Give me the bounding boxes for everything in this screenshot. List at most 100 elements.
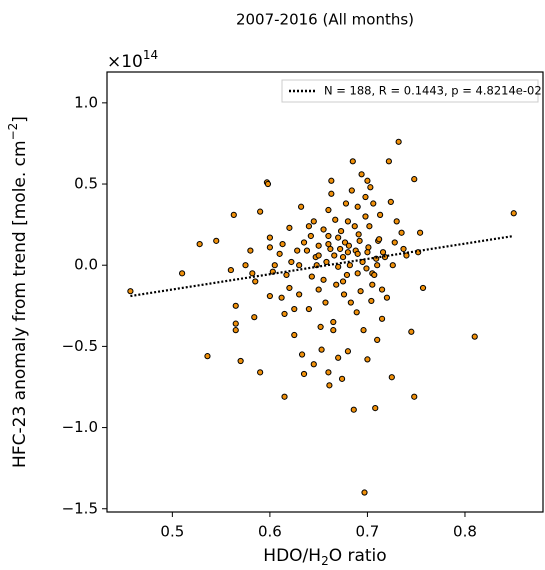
scatter-point bbox=[298, 351, 306, 358]
scatter-point bbox=[337, 228, 345, 235]
scatter-point bbox=[403, 252, 410, 259]
scatter-point bbox=[257, 369, 264, 376]
scatter-point bbox=[322, 299, 329, 306]
scatter-point bbox=[471, 333, 478, 340]
chart-title: 2007-2016 (All months) bbox=[236, 11, 414, 29]
scatter-point bbox=[335, 354, 342, 361]
scatter-point bbox=[286, 284, 293, 292]
scatter-point bbox=[257, 208, 264, 215]
scatter-point bbox=[417, 229, 424, 236]
scatter-point bbox=[367, 184, 374, 191]
y-tick-label: −0.5 bbox=[62, 337, 98, 355]
scatter-point bbox=[251, 314, 258, 321]
scatter-point bbox=[266, 234, 273, 241]
scatter-point bbox=[325, 232, 332, 240]
plot-frame bbox=[106, 71, 544, 513]
scatter-point bbox=[354, 203, 361, 210]
y-tick-label: −1.5 bbox=[62, 499, 98, 517]
scatter-point bbox=[179, 270, 186, 277]
scatter-point bbox=[300, 239, 308, 246]
scatter-point bbox=[362, 213, 369, 220]
scatter-point bbox=[310, 218, 317, 225]
scatter-point bbox=[318, 346, 325, 353]
scatter-point bbox=[279, 241, 286, 248]
legend-label: N = 188, R = 0.1443, p = 4.8214e-02 bbox=[324, 84, 542, 98]
scatter-point bbox=[339, 278, 347, 285]
scatter-point bbox=[347, 299, 354, 306]
scatter-point bbox=[331, 252, 338, 259]
scatter-point bbox=[303, 247, 311, 254]
scatter-point bbox=[408, 328, 415, 335]
scatter-point bbox=[247, 247, 254, 254]
scatter-point bbox=[330, 318, 337, 326]
scatter-point bbox=[204, 353, 211, 360]
scatter-point bbox=[355, 231, 362, 238]
scatter-point bbox=[366, 223, 373, 230]
scatter-point bbox=[296, 262, 303, 269]
offset-base: ×10 bbox=[107, 52, 143, 72]
scatter-point bbox=[252, 278, 259, 285]
scatter-point bbox=[325, 241, 332, 248]
scatter-point bbox=[232, 327, 239, 334]
scatter-point bbox=[305, 223, 313, 230]
scatter-point bbox=[276, 250, 283, 257]
legend-box bbox=[281, 79, 539, 103]
x-tick-label: 0.6 bbox=[258, 523, 282, 541]
scatter-point bbox=[320, 226, 327, 233]
scatter-point bbox=[349, 158, 356, 165]
x-axis-label: HDO/H2O ratio bbox=[263, 546, 386, 568]
scatter-point bbox=[281, 393, 288, 400]
scatter-point bbox=[328, 190, 335, 197]
scatter-point bbox=[315, 242, 322, 249]
trend-line bbox=[130, 234, 514, 298]
scatter-point bbox=[356, 237, 363, 244]
scatter-point bbox=[291, 331, 298, 339]
scatter-point bbox=[326, 382, 333, 389]
scatter-point bbox=[350, 406, 357, 413]
scatter-point bbox=[344, 348, 352, 355]
x-tick-label: 0.8 bbox=[453, 523, 477, 541]
scatter-point bbox=[344, 218, 352, 225]
scatter-point bbox=[344, 249, 352, 256]
scatter-point bbox=[357, 288, 364, 295]
scatter-point bbox=[376, 236, 383, 243]
scatter-point bbox=[317, 323, 324, 331]
scatter-point bbox=[364, 249, 371, 256]
scatter-point bbox=[340, 291, 348, 298]
scatter-point bbox=[364, 177, 371, 184]
scatter-point bbox=[230, 211, 237, 218]
scatter-point bbox=[364, 356, 371, 363]
scatter-point bbox=[323, 258, 330, 266]
scatter-point bbox=[325, 369, 332, 376]
scatter-point bbox=[365, 244, 372, 251]
scatter-point bbox=[398, 229, 405, 236]
x-label-sub: 2 bbox=[321, 554, 329, 568]
scatter-point bbox=[271, 262, 278, 269]
scatter-point bbox=[354, 250, 361, 257]
scatter-point bbox=[371, 271, 378, 279]
scatter-point bbox=[232, 320, 239, 327]
scatter-point bbox=[286, 224, 293, 231]
scatter-point bbox=[328, 177, 335, 184]
scatter-point bbox=[374, 262, 381, 269]
scatter-point bbox=[315, 286, 322, 293]
scatter-point bbox=[264, 180, 272, 188]
scatter-point bbox=[296, 291, 303, 298]
scatter-point bbox=[227, 266, 234, 274]
scatter-point bbox=[320, 276, 327, 283]
scatter-point bbox=[387, 198, 394, 205]
scatter-point bbox=[391, 239, 398, 246]
scatter-point bbox=[377, 211, 384, 218]
scatter-point bbox=[360, 327, 367, 334]
y-axis-label: HFC-23 anomaly from trend [mole. cm−2] bbox=[6, 116, 31, 468]
x-label-end: O ratio bbox=[329, 546, 387, 566]
scatter-point bbox=[510, 210, 517, 217]
scatter-point bbox=[213, 237, 220, 244]
scatter-point bbox=[345, 242, 352, 249]
scatter-point bbox=[353, 309, 360, 316]
y-label-end: ] bbox=[10, 116, 30, 123]
y-tick-label: 0.0 bbox=[74, 256, 98, 274]
scatter-point bbox=[373, 255, 380, 262]
scatter-point bbox=[300, 370, 308, 378]
scatter-point bbox=[291, 305, 298, 313]
